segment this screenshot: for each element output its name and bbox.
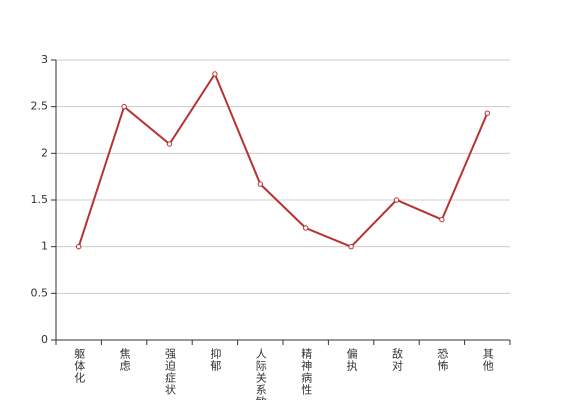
line [77, 71, 489, 248]
point [348, 243, 354, 250]
x-tick-label: 人际关系敏感 [254, 348, 267, 400]
y-tick-label: 3 [41, 53, 48, 66]
point [212, 71, 218, 77]
x-tick-label: 敌对 [391, 347, 404, 372]
x-tick-label: 焦虑 [118, 348, 131, 372]
x-tick-label: 躯体化 [73, 348, 86, 384]
x-tick-label: 强迫症状 [164, 348, 177, 396]
point [166, 141, 173, 147]
point [393, 197, 400, 203]
y-tick-label: 0 [41, 333, 48, 346]
point [303, 225, 309, 231]
y-tick-label: 0.5 [31, 286, 49, 299]
x-tick-label: 其他 [481, 348, 494, 372]
y-tick-label: 1.5 [31, 193, 49, 206]
y-tick-label: 2.5 [31, 100, 49, 113]
y-tick-label: 2 [41, 146, 48, 159]
point [76, 243, 82, 250]
point [257, 181, 263, 187]
x-tick-label: 偏执 [345, 347, 358, 372]
point [439, 216, 445, 223]
x-tick-label: 恐怖 [436, 348, 449, 372]
x-tick-label: 精神病性 [300, 348, 313, 396]
point [484, 110, 490, 116]
y-tick-label: 1 [41, 240, 48, 253]
x-tick-label: 抑郁 [209, 347, 222, 372]
point [121, 103, 127, 110]
